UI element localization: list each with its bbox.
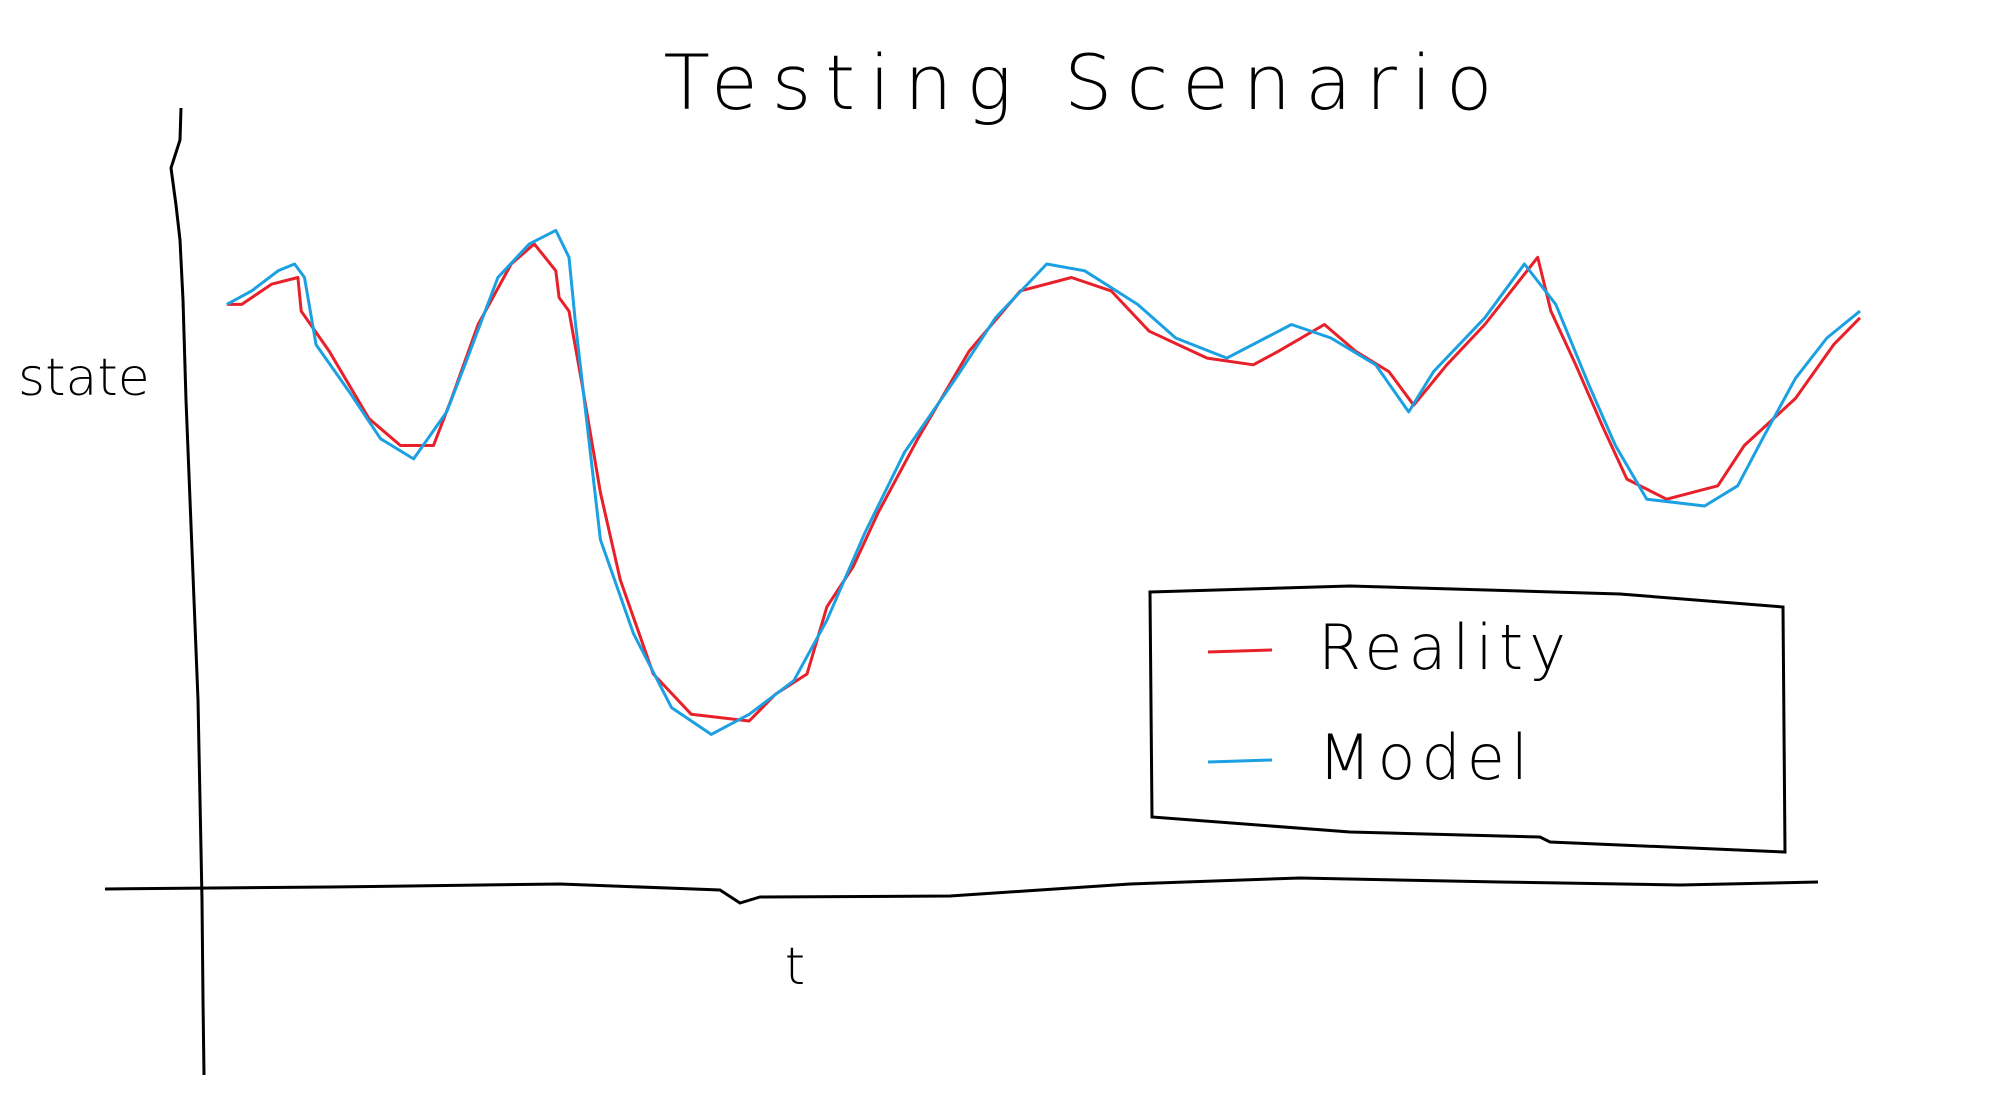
- legend-box: [1148, 584, 1787, 854]
- legend-swatch: [1207, 648, 1273, 654]
- y-axis-label: state: [18, 348, 150, 408]
- legend-label: Model: [1318, 721, 1534, 794]
- x-axis: [104, 876, 1819, 905]
- y-axis: [169, 107, 206, 1076]
- legend-swatch: [1207, 758, 1273, 764]
- chart-title: Testing Scenario: [663, 38, 1506, 127]
- x-axis-label: t: [785, 937, 805, 997]
- series-line: [226, 242, 1862, 723]
- legend-label: Reality: [1318, 611, 1572, 684]
- series-line: [226, 228, 1861, 736]
